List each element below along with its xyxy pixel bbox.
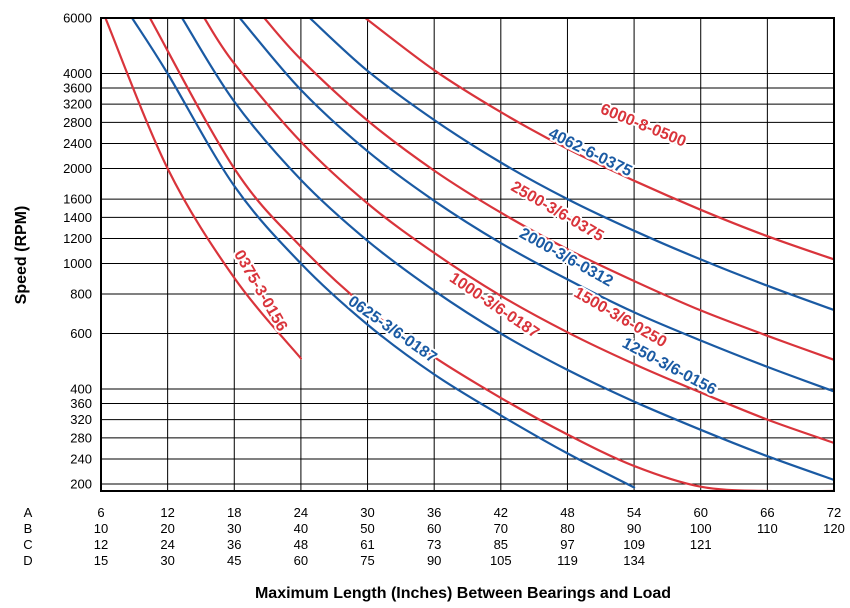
series-line: [131, 18, 636, 489]
x-tick-label: 105: [490, 553, 512, 568]
x-scale-name: C: [23, 537, 32, 552]
x-tick-label: 54: [627, 505, 641, 520]
x-tick-label: 120: [823, 521, 845, 536]
x-tick-label: 18: [227, 505, 241, 520]
series-line: [181, 18, 834, 481]
x-tick-label: 42: [494, 505, 508, 520]
x-tick-label: 6: [97, 505, 104, 520]
x-tick-label: 85: [494, 537, 508, 552]
y-tick-label: 4000: [63, 66, 92, 81]
x-tick-label: 24: [294, 505, 308, 520]
x-tick-label: 70: [494, 521, 508, 536]
x-tick-label: 61: [360, 537, 374, 552]
x-tick-label: 30: [227, 521, 241, 536]
y-tick-label: 1200: [63, 231, 92, 246]
x-tick-label: 40: [294, 521, 308, 536]
series-line: [364, 18, 834, 261]
x-tick-label: 109: [623, 537, 645, 552]
x-tick-label: 30: [160, 553, 174, 568]
x-tick-label: 90: [627, 521, 641, 536]
x-tick-label: 48: [560, 505, 574, 520]
series-line: [263, 18, 834, 361]
x-tick-label: 12: [160, 505, 174, 520]
y-tick-label: 1400: [63, 210, 92, 225]
series-line: [203, 18, 834, 444]
x-tick-label: 48: [294, 537, 308, 552]
x-tick-label: 15: [94, 553, 108, 568]
x-axis-title: Maximum Length (Inches) Between Bearings…: [255, 585, 671, 602]
x-tick-label: 100: [690, 521, 712, 536]
y-tick-label: 3200: [63, 97, 92, 112]
x-tick-labels: A 6 12 18 24 30 36 42 48 54 60 66 72B 10 20 30 40 50 60 70 8…: [23, 505, 845, 568]
series-line: [104, 18, 302, 360]
y-tick-label: 2800: [63, 115, 92, 130]
x-tick-label: 119: [557, 553, 578, 568]
x-tick-label: 97: [560, 537, 574, 552]
x-tick-label: 134: [623, 553, 645, 568]
x-tick-label: 121: [690, 537, 712, 552]
y-tick-label: 200: [70, 476, 92, 491]
y-tick-label: 600: [70, 326, 92, 341]
series-line: [148, 18, 834, 491]
x-tick-label: 66: [760, 505, 774, 520]
y-tick-label: 6000: [63, 11, 92, 26]
y-tick-label: 800: [70, 287, 92, 302]
x-scale-name: A: [24, 505, 33, 520]
x-scale-name: B: [24, 521, 33, 536]
x-tick-label: 10: [94, 521, 108, 536]
y-tick-label: 2400: [63, 136, 92, 151]
x-tick-label: 90: [427, 553, 441, 568]
x-tick-label: 60: [427, 521, 441, 536]
x-tick-label: 12: [94, 537, 108, 552]
x-tick-label: 36: [227, 537, 241, 552]
y-tick-label: 320: [70, 412, 92, 427]
y-tick-label: 1600: [63, 192, 92, 207]
y-tick-label: 360: [70, 396, 92, 411]
series-line: [238, 18, 834, 393]
y-tick-label: 240: [70, 451, 92, 466]
y-axis-title: Speed (RPM): [13, 206, 30, 305]
x-tick-label: 45: [227, 553, 241, 568]
y-tick-label: 1000: [63, 256, 92, 271]
x-tick-label: 60: [294, 553, 308, 568]
series-line: [308, 18, 834, 312]
x-tick-label: 60: [693, 505, 707, 520]
x-tick-label: 72: [827, 505, 841, 520]
x-tick-label: 20: [160, 521, 174, 536]
x-tick-label: 80: [560, 521, 574, 536]
x-tick-label: 110: [757, 521, 778, 536]
y-tick-label: 400: [70, 382, 92, 397]
x-tick-label: 73: [427, 537, 441, 552]
y-tick-label: 3600: [63, 80, 92, 95]
x-tick-label: 30: [360, 505, 374, 520]
y-tick-label: 280: [70, 430, 92, 445]
x-tick-label: 75: [360, 553, 374, 568]
plot-frame: [100, 17, 835, 492]
x-tick-label: 50: [360, 521, 374, 536]
x-tick-label: 24: [160, 537, 174, 552]
series-lines: [104, 18, 834, 491]
plot-background: [101, 18, 834, 491]
y-tick-label: 2000: [63, 161, 92, 176]
x-tick-label: 36: [427, 505, 441, 520]
x-scale-name: D: [23, 553, 32, 568]
